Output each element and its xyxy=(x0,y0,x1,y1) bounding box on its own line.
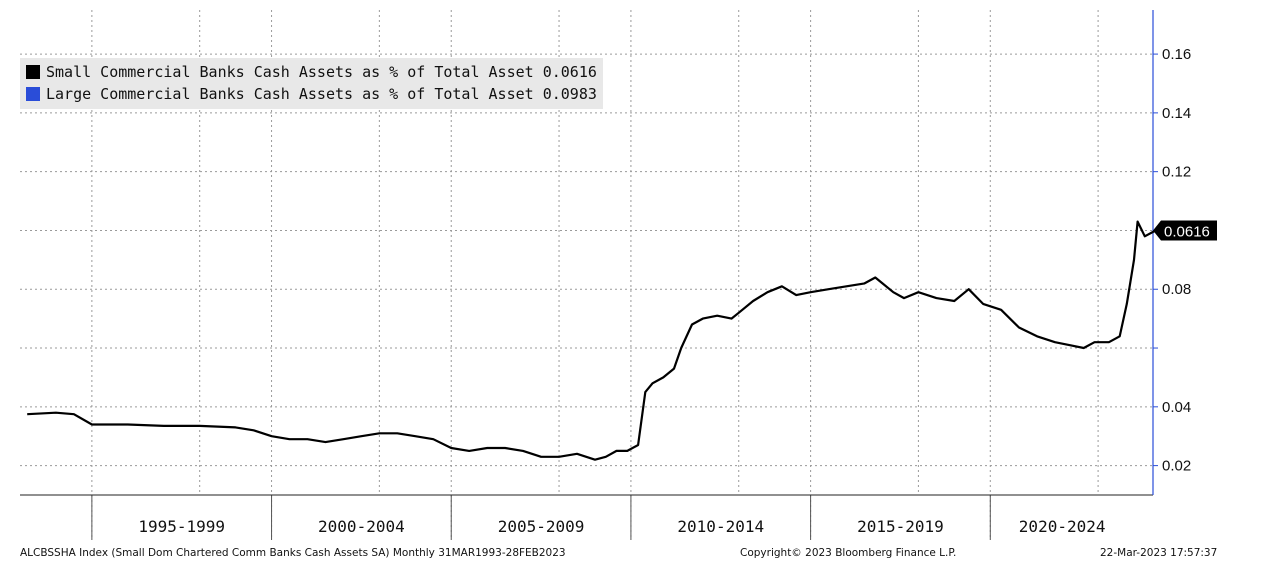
x-tick-label: 2010-2014 xyxy=(677,517,764,536)
y-tick-label: 0.02 xyxy=(1162,458,1191,475)
y-tick-label: 0.12 xyxy=(1162,164,1191,181)
legend: Small Commercial Banks Cash Assets as % … xyxy=(20,58,603,109)
y-tick-label: 0.04 xyxy=(1162,399,1191,416)
x-tick-label: 2005-2009 xyxy=(498,517,585,536)
legend-swatch-large xyxy=(26,87,40,101)
footer-source: ALCBSSHA Index (Small Dom Chartered Comm… xyxy=(20,547,566,559)
legend-swatch-small xyxy=(26,65,40,79)
last-value-badge-0 xyxy=(1153,220,1217,241)
x-tick-label: 2000-2004 xyxy=(318,517,405,536)
legend-item-small: Small Commercial Banks Cash Assets as % … xyxy=(26,61,597,83)
legend-item-large: Large Commercial Banks Cash Assets as % … xyxy=(26,83,597,105)
x-tick-label: 2020-2024 xyxy=(1019,517,1106,536)
x-tick-label: 1995-1999 xyxy=(138,517,225,536)
y-tick-label: 0.08 xyxy=(1162,281,1191,298)
y-tick-label: 0.16 xyxy=(1162,46,1191,63)
last-value-label-0: 0.0616 xyxy=(1164,223,1210,240)
legend-label-small: Small Commercial Banks Cash Assets as % … xyxy=(46,63,597,81)
series-line-0 xyxy=(27,220,1157,461)
x-tick-label: 2015-2019 xyxy=(857,517,944,536)
y-tick-label: 0.14 xyxy=(1162,105,1191,122)
legend-label-large: Large Commercial Banks Cash Assets as % … xyxy=(46,85,597,103)
footer-copyright: Copyright© 2023 Bloomberg Finance L.P. xyxy=(740,547,957,559)
footer-timestamp: 22-Mar-2023 17:57:37 xyxy=(1100,547,1218,559)
